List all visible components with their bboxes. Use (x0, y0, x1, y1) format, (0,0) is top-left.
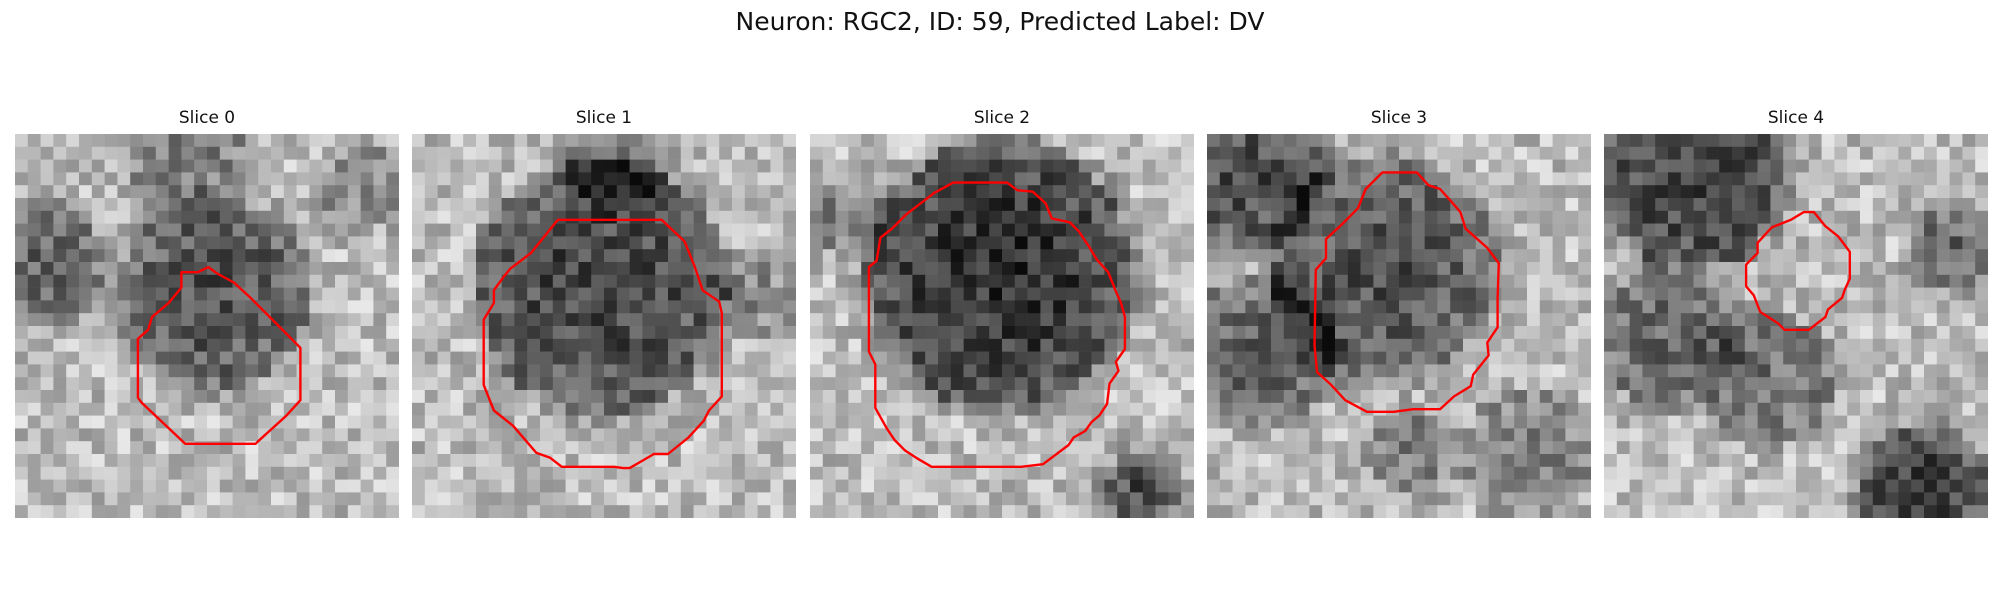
cell-contour (1744, 210, 1852, 332)
pixel-grid (810, 134, 1194, 518)
slice-image (1604, 134, 1988, 518)
cell-contour (136, 265, 302, 445)
slice-title: Slice 2 (973, 108, 1031, 128)
pixel-grid (412, 134, 796, 518)
cell-contour (867, 181, 1127, 468)
slice-image (1207, 134, 1591, 518)
pixel-grid (15, 134, 399, 518)
slice-title: Slice 1 (575, 108, 633, 128)
slice-title: Slice 4 (1767, 108, 1825, 128)
pixel-grid (1207, 134, 1591, 518)
cell-contour (1313, 171, 1500, 413)
figure-title: Neuron: RGC2, ID: 59, Predicted Label: D… (735, 7, 1265, 36)
slice-image (412, 134, 796, 518)
cell-contour (482, 218, 723, 470)
slice-title: Slice 3 (1370, 108, 1428, 128)
slice-image (810, 134, 1194, 518)
pixel-grid (1604, 134, 1988, 518)
slice-image (15, 134, 399, 518)
slice-title: Slice 0 (178, 108, 236, 128)
